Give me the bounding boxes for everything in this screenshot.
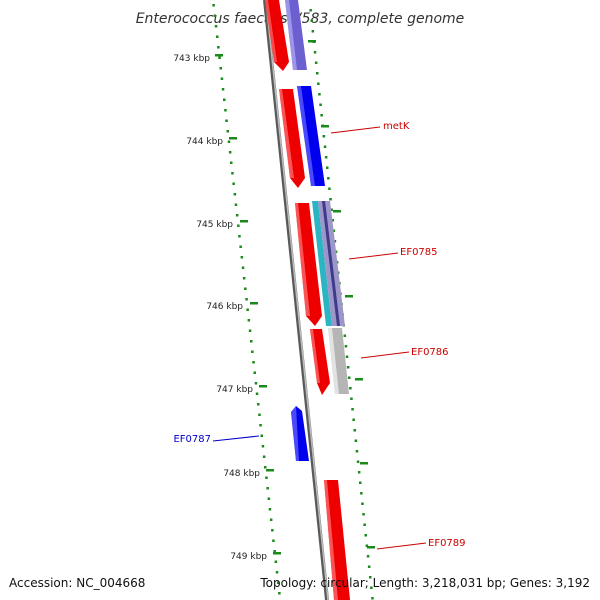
right-ticks — [308, 40, 375, 549]
gene-ef0789 — [324, 480, 350, 600]
ef0785-leader — [348, 252, 399, 260]
ef0789-leader — [376, 542, 427, 550]
ef0787-leader — [212, 435, 260, 442]
gene-label-ef0787: EF0787 — [173, 434, 211, 445]
tick-label-745: 745 kbp — [196, 220, 233, 230]
gc-skew-dots — [212, 4, 281, 595]
tick-label-748: 748 kbp — [223, 469, 260, 479]
tick-746 — [250, 302, 258, 305]
metk-leader — [330, 126, 381, 134]
cds-features — [265, 0, 350, 600]
gene-ef0785-cyan — [312, 201, 332, 326]
tick-747 — [259, 385, 267, 388]
accession-label: Accession: NC_004668 — [9, 576, 145, 590]
gene-arrow-forward-3 — [295, 203, 322, 326]
tick-748 — [266, 469, 274, 472]
tick-label-747: 747 kbp — [216, 385, 253, 395]
topology-label: Topology: circular; Length: 3,218,031 bp… — [259, 576, 590, 590]
tick-745 — [240, 220, 248, 223]
ef0786-leader — [360, 351, 410, 359]
gene-label-ef0785: EF0785 — [400, 247, 438, 258]
gene-label-ef0789: EF0789 — [428, 538, 466, 549]
genome-backbone — [263, 0, 329, 600]
tick-743 — [215, 54, 223, 57]
gene-label-metk: metK — [383, 121, 410, 132]
tick-label-743: 743 kbp — [173, 54, 210, 64]
tick-label-746: 746 kbp — [206, 302, 243, 312]
tick-label-749: 749 kbp — [230, 552, 267, 562]
tick-marks: 743 kbp 744 kbp 745 kbp 746 kbp 747 kbp … — [173, 54, 281, 562]
tick-744 — [229, 137, 237, 140]
gene-label-ef0786: EF0786 — [411, 347, 449, 358]
tick-label-744: 744 kbp — [186, 137, 223, 147]
tick-749 — [273, 552, 281, 555]
gene-arrow-forward-2 — [279, 89, 305, 188]
gene-arrow-forward-1 — [265, 0, 289, 71]
gene-label-group: metK EF0785 EF0786 EF0787 EF0789 — [173, 121, 466, 550]
